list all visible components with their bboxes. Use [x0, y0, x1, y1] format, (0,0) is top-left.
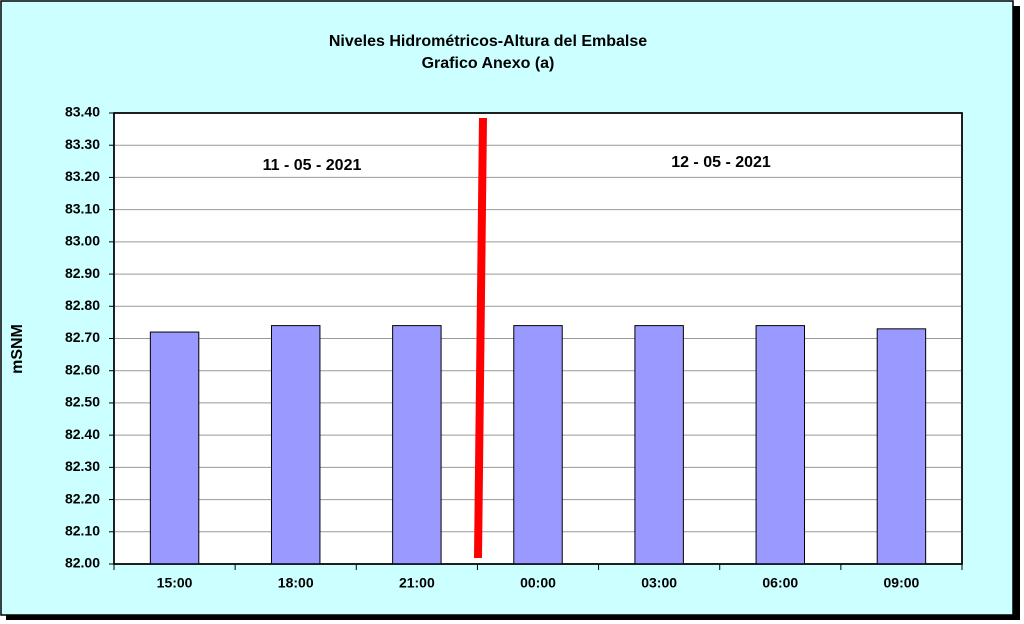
y-tick-label: 82.90	[65, 265, 100, 281]
date-annotation: 11 - 05 - 2021	[263, 157, 362, 174]
bar	[149, 331, 200, 565]
bar	[513, 325, 563, 565]
date-annotation: 12 - 05 - 2021	[671, 154, 771, 171]
bar	[392, 325, 442, 565]
day-separator	[474, 117, 487, 559]
y-tick-label: 82.50	[65, 394, 100, 410]
bar	[270, 325, 321, 565]
y-tick-label: 82.80	[65, 297, 100, 313]
bar	[634, 325, 684, 565]
y-tick-label: 83.30	[65, 136, 100, 152]
y-axis-label: mSNM	[9, 324, 26, 374]
x-tick-label: 00:00	[520, 575, 556, 591]
x-tick-label: 15:00	[157, 575, 193, 591]
y-tick-label: 83.20	[65, 168, 100, 184]
bar	[876, 328, 927, 565]
y-tick-label: 83.10	[65, 200, 100, 216]
x-tick-label: 18:00	[278, 575, 314, 591]
y-tick-label: 83.40	[65, 104, 100, 120]
y-tick-label: 82.00	[65, 555, 100, 571]
plot-border	[113, 112, 963, 565]
chart-subtitle: Grafico Anexo (a)	[422, 55, 555, 72]
x-tick-label: 06:00	[762, 575, 798, 591]
y-tick-label: 82.20	[65, 490, 100, 506]
x-tick-label: 03:00	[641, 575, 677, 591]
y-tick-label: 82.10	[65, 522, 100, 538]
chart-title: Niveles Hidrométricos-Altura del Embalse	[329, 33, 647, 50]
y-tick-label: 82.60	[65, 361, 100, 377]
y-tick-label: 82.40	[65, 426, 100, 442]
x-tick-label: 21:00	[399, 575, 435, 591]
y-tick-label: 82.30	[65, 458, 100, 474]
bar	[755, 325, 806, 565]
x-tick-label: 09:00	[884, 575, 920, 591]
y-tick-label: 82.70	[65, 329, 100, 345]
y-tick-label: 83.00	[65, 233, 100, 249]
